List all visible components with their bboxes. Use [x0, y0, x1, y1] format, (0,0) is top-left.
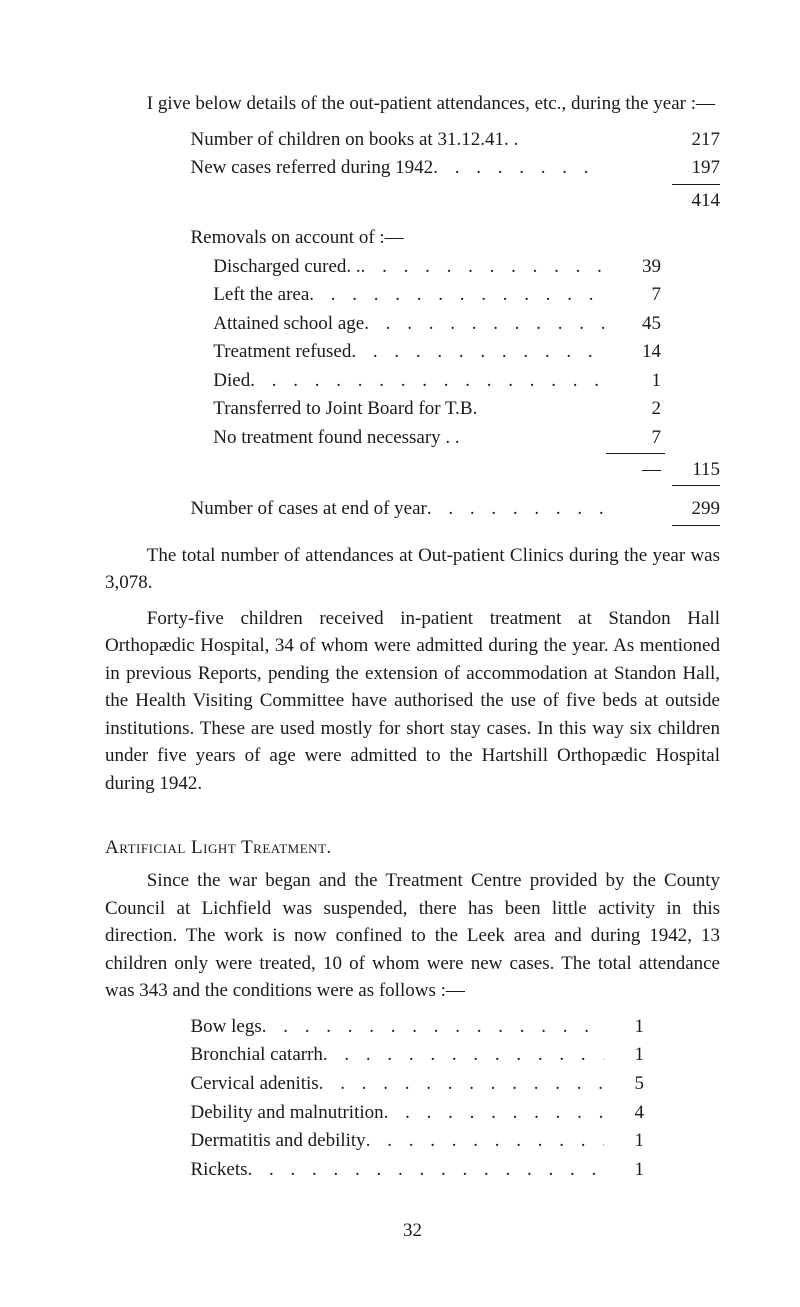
newcases-row: New cases referred during 1942 . . . . .… [191, 154, 721, 182]
total-414: 414 [665, 187, 720, 215]
figures-block: Number of children on books at 31.12.41.… [191, 126, 721, 526]
condition-row: Cervical adenitis . . . . . . . . . . . … [191, 1070, 645, 1098]
endyear-value: 299 [665, 495, 720, 523]
condition-row: Dermatitis and debility . . . . . . . . … [191, 1127, 645, 1155]
removal-row: Attained school age . . . . . . . . . . … [213, 310, 720, 338]
removal-row: Discharged cured. . . . . . . . . . . . … [213, 253, 720, 281]
books-row: Number of children on books at 31.12.41.… [191, 126, 721, 154]
removal-row: No treatment found necessary . . 7 [213, 424, 720, 452]
removals-total-row: — 115 [191, 453, 721, 484]
total-414-row: 414 [191, 187, 721, 215]
rule [672, 184, 720, 185]
conditions-list: Bow legs . . . . . . . . . . . . . . . .… [191, 1013, 645, 1183]
para-standon: Forty-five children received in-patient … [105, 605, 720, 798]
removal-row: Left the area . . . . . . . . . . . . . … [213, 281, 720, 309]
endyear-label: Number of cases at end of year [191, 495, 427, 523]
removal-row: Transferred to Joint Board for T.B. 2 [213, 395, 720, 423]
para-attendances: The total number of attendances at Out-p… [105, 542, 720, 597]
removals-heading: Removals on account of :— [191, 224, 404, 252]
removal-row: Treatment refused . . . . . . . . . . . … [213, 338, 720, 366]
removals-heading-row: Removals on account of :— [191, 224, 721, 252]
newcases-value: 197 [665, 154, 720, 182]
condition-row: Bronchial catarrh . . . . . . . . . . . … [191, 1041, 645, 1069]
condition-row: Debility and malnutrition . . . . . . . … [191, 1099, 645, 1127]
alt-para: Since the war began and the Treatment Ce… [105, 867, 720, 1005]
books-label: Number of children on books at 31.12.41.… [191, 126, 519, 154]
page-number: 32 [105, 1217, 720, 1245]
intro-paragraph: I give below details of the out-patient … [105, 90, 720, 118]
newcases-label: New cases referred during 1942 [191, 154, 434, 182]
books-value: 217 [665, 126, 720, 154]
page-content: I give below details of the out-patient … [105, 90, 720, 1245]
removals-total: 115 [665, 456, 720, 484]
rule [672, 525, 720, 526]
alt-heading: Artificial Light Treatment. [105, 834, 720, 862]
condition-row: Bow legs . . . . . . . . . . . . . . . .… [191, 1013, 645, 1041]
endyear-row: Number of cases at end of year . . . . .… [191, 495, 721, 523]
removal-row: Died . . . . . . . . . . . . . . . . . .… [213, 367, 720, 395]
condition-row: Rickets . . . . . . . . . . . . . . . . … [191, 1156, 645, 1184]
rule [672, 485, 720, 486]
removals-list: Discharged cured. . . . . . . . . . . . … [213, 253, 720, 452]
